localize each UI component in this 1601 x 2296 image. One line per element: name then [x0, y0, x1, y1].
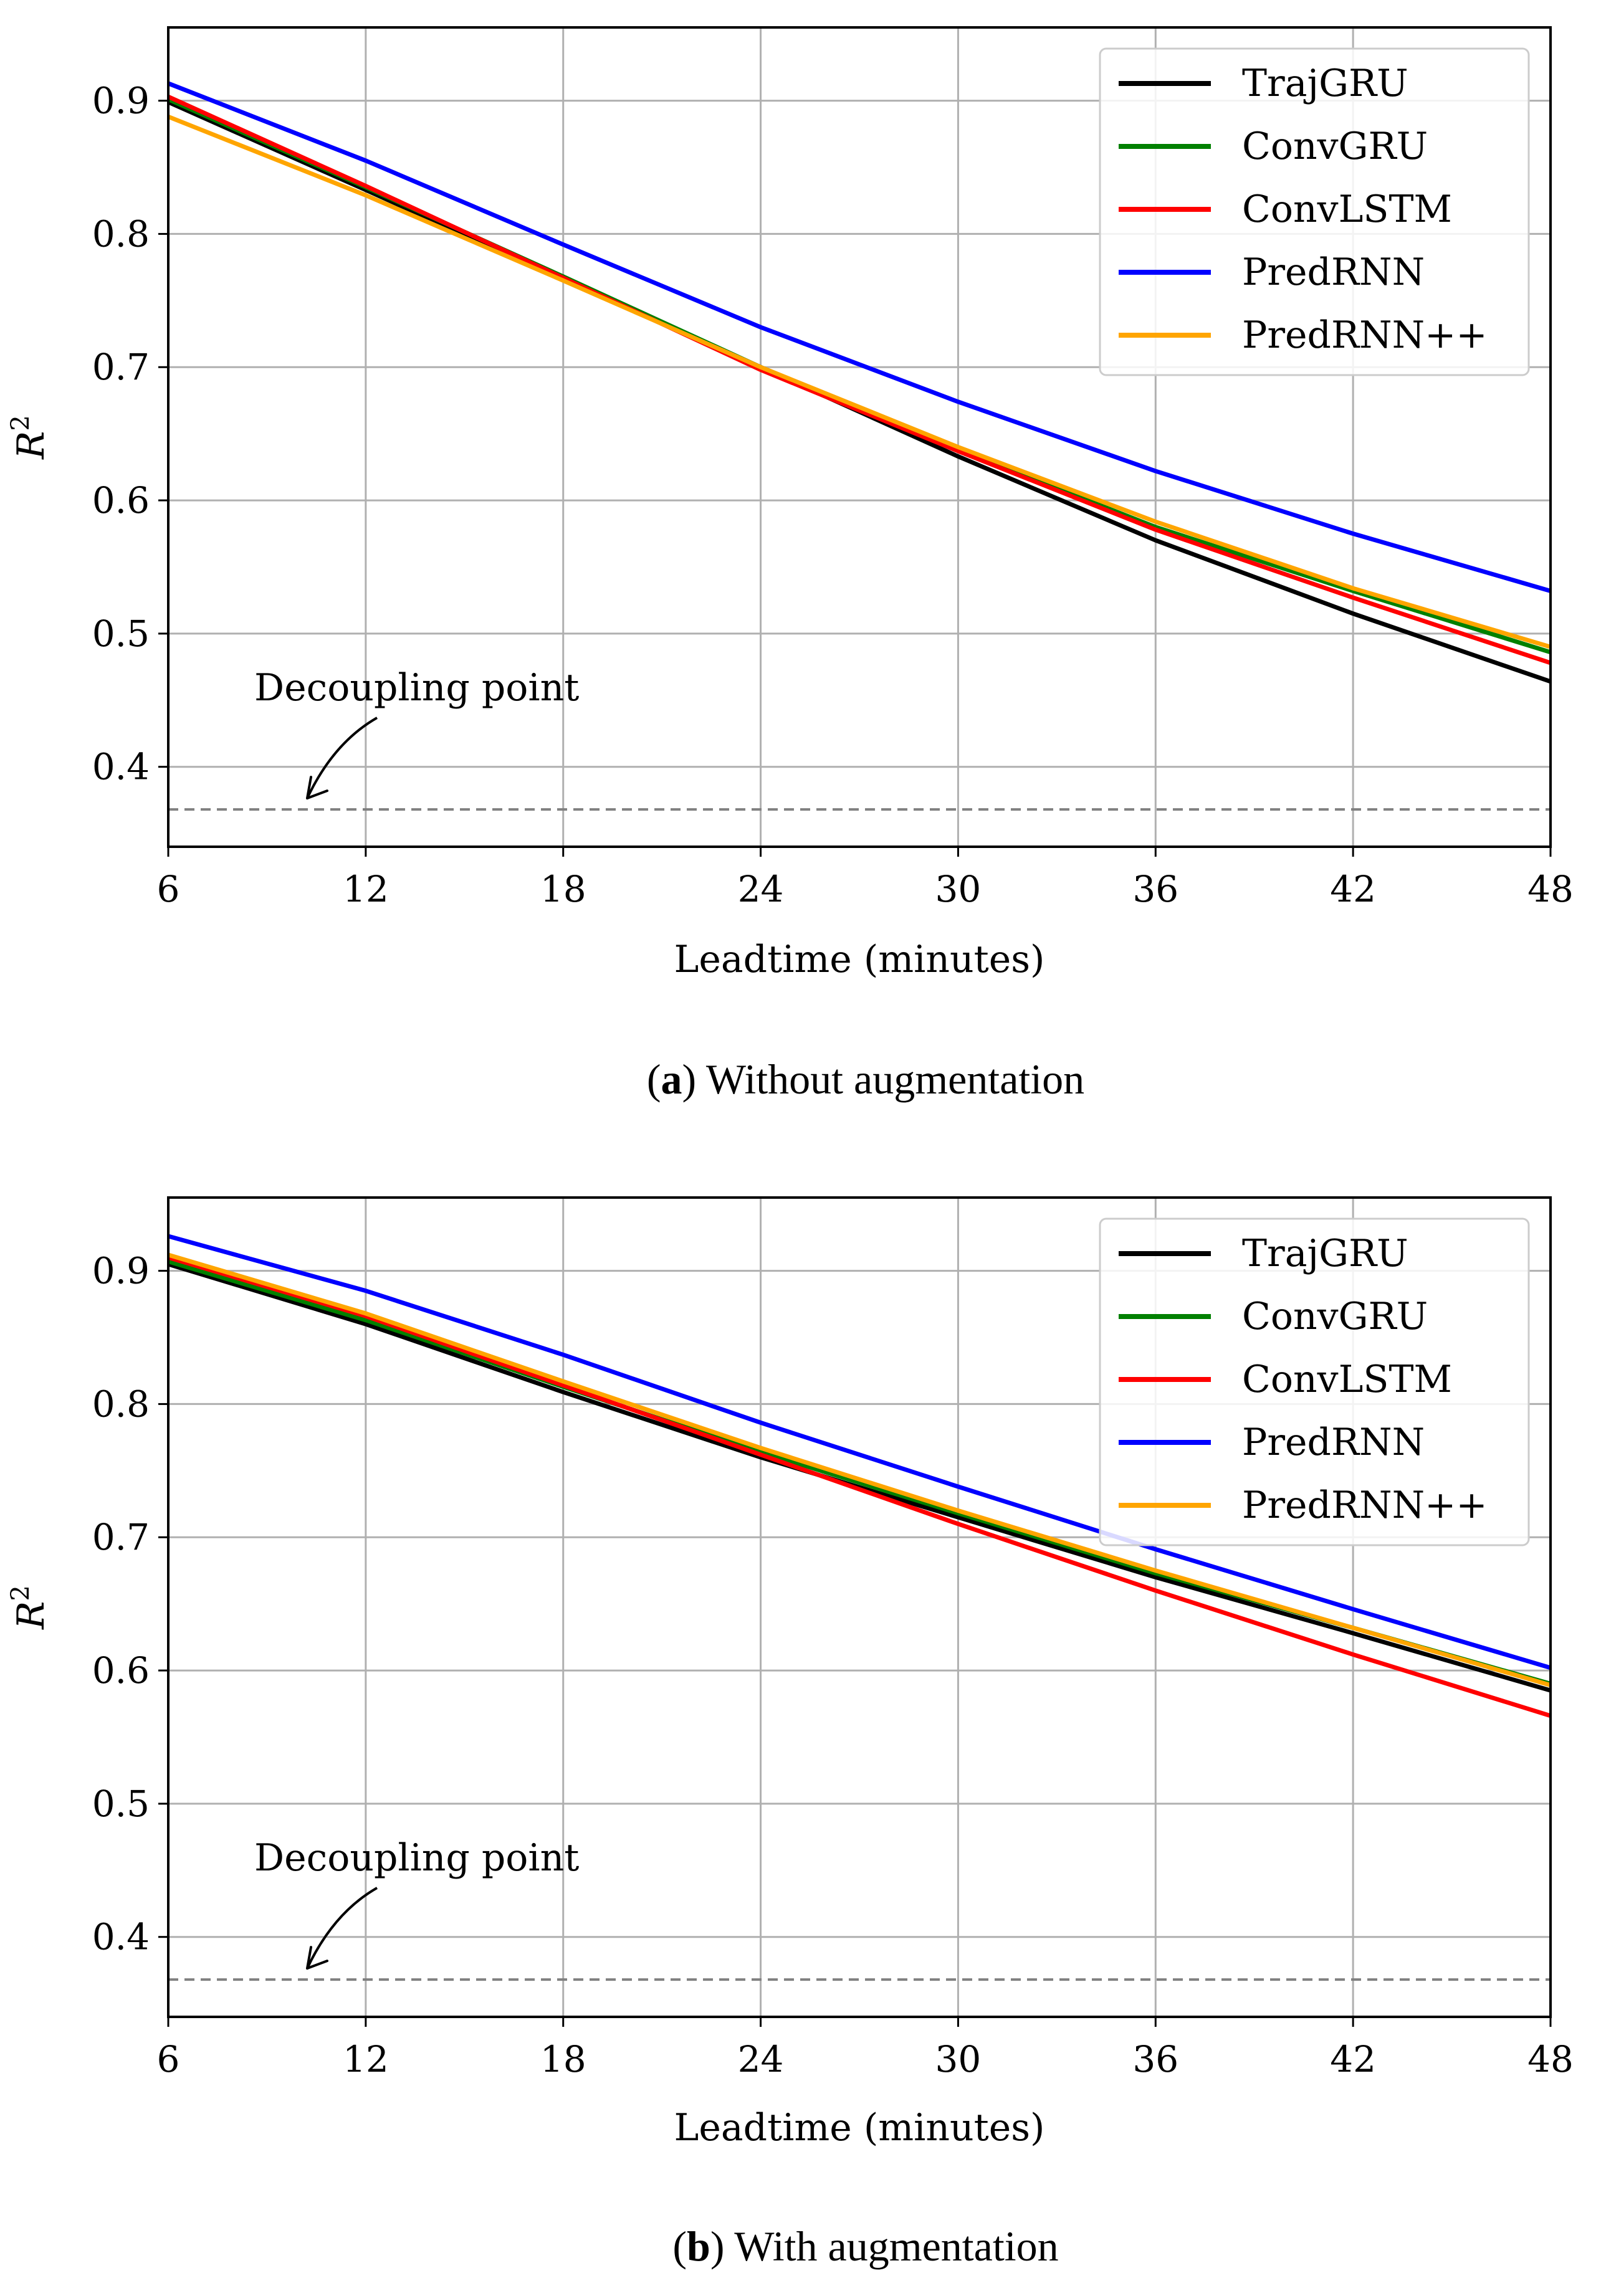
y-axis-label: R2	[6, 415, 53, 460]
decoupling-label: Decoupling point	[254, 666, 579, 710]
series-line-convlstm	[168, 1255, 1551, 1718]
y-tick-label: 0.9	[92, 1250, 150, 1292]
chart-panel-a: Decoupling point 6 12 18 24 30 36 42 48 0.4 0.5 0.6…	[6, 26, 1574, 1103]
y-axis-label-base: R	[9, 431, 53, 460]
x-tick-label: 48	[1527, 868, 1574, 910]
decoupling-arrow-head	[306, 1946, 328, 1970]
legend-box	[1099, 1217, 1530, 1546]
legend-entry: PredRNN	[1242, 1421, 1425, 1464]
x-tick-label: 6	[157, 868, 180, 910]
legend-entry: TrajGRU	[1242, 1232, 1408, 1275]
y-tick-label: 0.9	[92, 80, 150, 122]
series-line-predrnn	[168, 81, 1551, 593]
legend-box	[1099, 47, 1530, 376]
panel-caption: (a) Without augmentation	[647, 1055, 1084, 1103]
series-line-convlstm	[168, 94, 1551, 665]
legend-entry: TrajGRU	[1242, 62, 1408, 105]
series-line-predrnn	[168, 1234, 1551, 1670]
y-tick-label: 0.6	[92, 1649, 150, 1692]
y-tick-label: 0.7	[92, 346, 150, 388]
legend-entry: ConvGRU	[1242, 125, 1428, 168]
decoupling-arrow	[306, 717, 378, 799]
x-axis-label: Leadtime (minutes)	[674, 938, 1045, 981]
x-tick-label: 30	[935, 868, 982, 910]
y-tick-label: 0.6	[92, 479, 150, 522]
y-tick-label: 0.4	[92, 746, 150, 788]
legend-entry: PredRNN	[1242, 250, 1425, 294]
series-line-predrnnplusplus	[168, 115, 1551, 649]
legend-entry: ConvLSTM	[1242, 1358, 1452, 1401]
x-axis-label: Leadtime (minutes)	[674, 2106, 1045, 2150]
y-axis-label-sup: 2	[6, 415, 35, 431]
y-tick-label: 0.5	[92, 1783, 150, 1825]
series-lines	[168, 81, 1551, 684]
y-axis-label-sup: 2	[6, 1585, 35, 1601]
decoupling-arrow	[306, 1887, 378, 1969]
y-axis-label-base: R	[9, 1601, 53, 1630]
x-tick-label: 6	[157, 2038, 180, 2080]
legend-entry: ConvLSTM	[1242, 188, 1452, 231]
legend-entry: PredRNN++	[1242, 1484, 1488, 1527]
caption-letter: a	[661, 1055, 682, 1103]
x-tick-label: 36	[1132, 2038, 1178, 2080]
axes-frame	[167, 1196, 1552, 2018]
x-tick-label: 12	[343, 868, 389, 910]
y-tick-label: 0.5	[92, 612, 150, 655]
panel-caption: (b) With augmentation	[672, 2222, 1058, 2270]
axes-frame	[167, 26, 1552, 848]
x-tick-label: 36	[1132, 868, 1178, 910]
x-tick-label: 42	[1330, 2038, 1376, 2080]
x-tick-label: 30	[935, 2038, 982, 2080]
x-tick-label: 18	[540, 2038, 586, 2080]
x-tick-label: 24	[738, 2038, 784, 2080]
y-tick-label: 0.7	[92, 1516, 150, 1558]
legend: TrajGRU ConvGRU ConvLSTM PredRNN PredRNN++	[1099, 1217, 1530, 1546]
chart-panel-b: Decoupling point 6 12 18 24 30 36 42 48 0.4 0.5 0.6…	[6, 1196, 1574, 2270]
series-line-predrnnplusplus	[168, 1252, 1551, 1687]
x-tick-label: 42	[1330, 868, 1376, 910]
y-tick-label: 0.4	[92, 1916, 150, 1958]
caption-text: Without augmentation	[706, 1055, 1084, 1103]
x-tick-label: 48	[1527, 2038, 1574, 2080]
series-lines	[168, 1234, 1551, 1718]
decoupling-label: Decoupling point	[254, 1836, 579, 1880]
x-tick-label: 12	[343, 2038, 389, 2080]
legend-entry: ConvGRU	[1242, 1295, 1428, 1338]
y-axis-label: R2	[6, 1585, 53, 1630]
x-tick-label: 18	[540, 868, 586, 910]
legend-entry: PredRNN++	[1242, 313, 1488, 357]
decoupling-arrow-head	[306, 776, 328, 800]
x-tick-label: 24	[738, 868, 784, 910]
y-tick-label: 0.8	[92, 1383, 150, 1425]
legend: TrajGRU ConvGRU ConvLSTM PredRNN PredRNN++	[1099, 47, 1530, 376]
caption-text: With augmentation	[734, 2222, 1058, 2270]
caption-letter: b	[687, 2222, 710, 2270]
y-tick-label: 0.8	[92, 212, 150, 255]
